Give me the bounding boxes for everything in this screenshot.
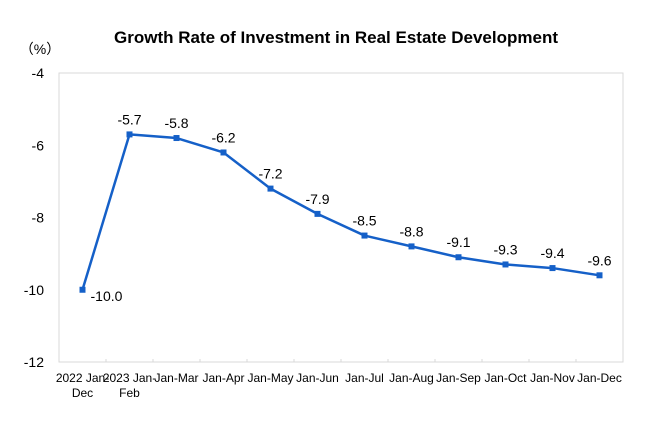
data-point-marker [361,232,368,239]
x-tick-label: 2022 Jan- [56,371,109,385]
data-label: -5.8 [164,115,188,131]
x-tick-label: Dec [72,386,93,400]
data-label: -10.0 [91,288,123,304]
data-labels: -10.0 -5.7 -5.8 -6.2 -7.2 -7.9 -8.5 -8.8 -9.1 -9.… [91,111,612,303]
x-tick-label: Jan-Jun [296,371,339,385]
data-label: -9.3 [493,241,517,257]
data-label: -5.7 [117,111,141,127]
x-tick-label: Jan-Jul [345,371,384,385]
x-tick-label: Feb [119,386,140,400]
data-point-marker [314,210,321,217]
data-point-marker [596,272,603,279]
data-label: -7.2 [258,166,282,182]
data-label: -6.2 [211,129,235,145]
data-label: -9.1 [446,234,470,250]
data-label: -8.8 [399,223,423,239]
series-line [81,133,600,291]
x-tick-label: Jan-Mar [154,371,198,385]
data-point-marker [173,135,180,142]
chart-title: Growth Rate of Investment in Real Estate… [114,28,558,47]
y-axis: -4 -6 -8 -10 -12 [24,65,44,370]
data-label: -7.9 [305,191,329,207]
data-label: -8.5 [352,213,376,229]
data-point-marker [267,185,274,192]
y-tick-label: -4 [32,65,45,81]
data-point-marker [408,243,415,250]
y-tick-label: -10 [24,282,44,298]
x-tick-label: Jan-Aug [389,371,434,385]
data-point-marker [502,261,509,268]
data-point-marker [79,286,86,293]
x-tick-label: Jan-May [247,371,293,385]
y-tick-label: -8 [32,210,45,226]
y-tick-label: -12 [24,354,44,370]
y-tick-label: -6 [32,137,45,153]
data-point-marker [455,254,462,261]
data-point-marker [549,265,556,272]
x-tick-label: Jan-Oct [484,371,527,385]
x-tick-label: Jan-Nov [530,371,575,385]
x-tick-label: 2023 Jan- [103,371,156,385]
data-label: -9.4 [540,245,564,261]
x-tick-label: Jan-Sep [436,371,481,385]
data-point-marker [220,149,227,156]
series-group [79,131,603,293]
data-label: -9.6 [587,252,611,268]
y-axis-unit-label: （%） [20,41,60,57]
data-point-marker [126,131,133,138]
plot-area-border [58,72,624,363]
x-tick-label: Jan-Apr [202,371,244,385]
x-tick-label: Jan-Dec [577,371,622,385]
